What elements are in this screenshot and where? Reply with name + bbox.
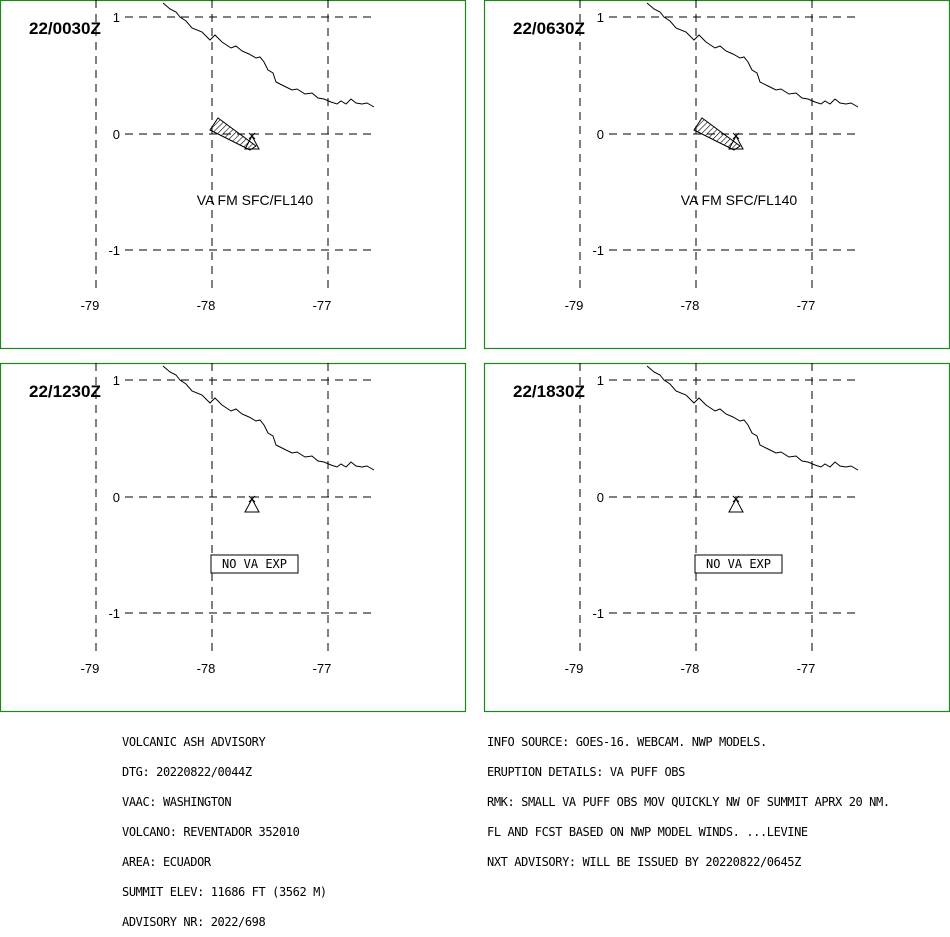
map-panel: 1 0 -1 -79 -78 -77 22/0030Z VA FM SFC/FL140 <box>0 0 467 350</box>
latitude-label: 1 <box>113 373 120 388</box>
ash-plume-polygon <box>209 117 257 151</box>
footer-right-line: INFO SOURCE: GOES-16. WEBCAM. NWP MODELS… <box>487 735 767 749</box>
valid-time-label: 22/1830Z <box>513 382 585 401</box>
footer-right-line: NXT ADVISORY: WILL BE ISSUED BY 20220822… <box>487 855 801 869</box>
footer-left-line: VOLCANO: REVENTADOR 352010 <box>122 825 300 839</box>
valid-time-label: 22/0630Z <box>513 19 585 38</box>
latitude-label: -1 <box>108 243 120 258</box>
va-height-label: VA FM SFC/FL140 <box>197 192 314 208</box>
no-va-expected-box: NO VA EXP <box>694 554 783 574</box>
no-va-box-frame <box>694 554 783 574</box>
volcano-summit-icon <box>244 495 260 513</box>
footer-right-line: FL AND FCST BASED ON NWP MODEL WINDS. ..… <box>487 825 808 839</box>
longitude-label: -77 <box>313 298 332 313</box>
longitude-label: -79 <box>81 298 100 313</box>
valid-time-label: 22/0030Z <box>29 19 101 38</box>
advisory-map-grid: 1 0 -1 -79 -78 -77 22/0030Z VA FM SFC/FL140 1 0 -1… <box>0 0 950 713</box>
ash-plume-polygon <box>693 117 741 151</box>
footer-right-line: RMK: SMALL VA PUFF OBS MOV QUICKLY NW OF… <box>487 795 890 809</box>
no-va-expected-box: NO VA EXP <box>210 554 299 574</box>
panel-border <box>0 362 467 713</box>
valid-time-label: 22/1230Z <box>29 382 101 401</box>
no-va-box-frame <box>210 554 299 574</box>
no-va-label: NO VA EXP <box>222 557 287 571</box>
latitude-label: -1 <box>108 606 120 621</box>
no-va-label: NO VA EXP <box>706 557 771 571</box>
map-panel: 1 0 -1 -79 -78 -77 22/0630Z VA FM SFC/FL140 <box>483 0 950 350</box>
longitude-label: -77 <box>797 661 816 676</box>
footer-left-line: DTG: 20220822/0044Z <box>122 765 252 779</box>
latitude-label: 1 <box>113 10 120 25</box>
coastline <box>162 2 375 108</box>
latitude-label: 1 <box>597 373 604 388</box>
map-panel: 1 0 -1 -79 -78 -77 22/1230Z NO VA EXP <box>0 362 467 713</box>
latitude-label: -1 <box>592 606 604 621</box>
latitude-label: -1 <box>592 243 604 258</box>
summit-mark <box>732 495 740 503</box>
advisory-info-left: VOLCANIC ASH ADVISORY DTG: 20220822/0044… <box>122 717 327 937</box>
volcano-summit-icon <box>728 495 744 513</box>
latitude-label: 0 <box>597 127 604 142</box>
panel-border <box>483 0 950 350</box>
map-panel: 1 0 -1 -79 -78 -77 22/1830Z NO VA EXP <box>483 362 950 713</box>
footer-right-line: ERUPTION DETAILS: VA PUFF OBS <box>487 765 685 779</box>
footer-left-line: ADVISORY NR: 2022/698 <box>122 915 266 929</box>
summit-mark <box>248 132 256 140</box>
longitude-label: -78 <box>197 298 216 313</box>
panel-border <box>0 0 467 350</box>
coastline <box>646 365 859 471</box>
summit-mark <box>732 132 740 140</box>
coastline <box>162 365 375 471</box>
ash-plume-area <box>209 117 257 151</box>
longitude-label: -79 <box>81 661 100 676</box>
longitude-label: -78 <box>197 661 216 676</box>
longitude-label: -78 <box>681 661 700 676</box>
longitude-label: -77 <box>313 661 332 676</box>
latitude-label: 0 <box>113 127 120 142</box>
panel-border <box>483 362 950 713</box>
longitude-label: -79 <box>565 661 584 676</box>
coastline <box>646 2 859 108</box>
volcano-triangle <box>728 497 744 513</box>
volcano-triangle <box>244 497 260 513</box>
summit-mark <box>248 495 256 503</box>
footer-left-line: AREA: ECUADOR <box>122 855 211 869</box>
advisory-info-right: INFO SOURCE: GOES-16. WEBCAM. NWP MODELS… <box>487 717 890 877</box>
va-height-label: VA FM SFC/FL140 <box>681 192 798 208</box>
latitude-label: 0 <box>113 490 120 505</box>
longitude-label: -77 <box>797 298 816 313</box>
ash-plume-area <box>693 117 741 151</box>
footer-left-line: VAAC: WASHINGTON <box>122 795 232 809</box>
longitude-label: -79 <box>565 298 584 313</box>
latitude-label: 0 <box>597 490 604 505</box>
footer-left-line: SUMMIT ELEV: 11686 FT (3562 M) <box>122 885 327 899</box>
longitude-label: -78 <box>681 298 700 313</box>
latitude-label: 1 <box>597 10 604 25</box>
footer-left-line: VOLCANIC ASH ADVISORY <box>122 735 266 749</box>
